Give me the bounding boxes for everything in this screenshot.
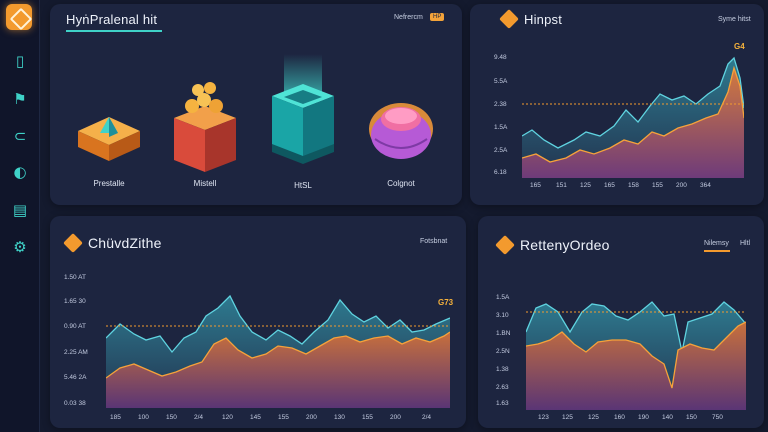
file-icon[interactable]: ▤ — [12, 201, 28, 219]
x-tick: 151 — [556, 182, 567, 189]
tag-underline — [704, 250, 730, 252]
panel-tag[interactable]: Nilemsy — [704, 240, 729, 247]
chart-panel-main: ChüvdZithe Fotsbnat G73 1.50 AT 1.65 30 … — [50, 216, 466, 428]
sidebar: ▯ ⚑ ⊂ ◐ ▤ ⚙ — [0, 0, 40, 432]
x-tick: 155 — [652, 182, 663, 189]
area-chart[interactable] — [106, 288, 450, 408]
x-tick: 140 — [662, 414, 673, 421]
peak-label: G73 — [438, 298, 454, 307]
x-tick: 123 — [538, 414, 549, 421]
x-tick: 125 — [588, 414, 599, 421]
y-tick: 3.10 — [496, 312, 509, 319]
y-tick: 2.5A — [494, 147, 508, 154]
area-chart[interactable] — [526, 292, 746, 410]
area-chart[interactable] — [522, 48, 744, 178]
panel-badge[interactable]: HP — [430, 13, 445, 21]
product-card[interactable]: HtSL — [268, 54, 338, 199]
globe-icon[interactable]: ◐ — [13, 163, 27, 181]
cube-icon — [63, 233, 83, 253]
x-tick: 200 — [390, 414, 401, 421]
x-tick: 130 — [334, 414, 345, 421]
panel-title: RettenyOrdeo — [520, 237, 610, 253]
x-tick: 2/4 — [194, 414, 204, 421]
x-tick: 145 — [250, 414, 261, 421]
y-tick: 6.18 — [494, 169, 507, 176]
panel-title: Hinpst — [524, 12, 563, 27]
y-tick: 1.63 — [496, 400, 509, 407]
y-tick: 5.46 2A — [64, 374, 87, 381]
x-tick: 158 — [628, 182, 639, 189]
x-tick: 185 — [110, 414, 121, 421]
y-tick: 1.5A — [496, 294, 510, 301]
y-tick: 1.50 AT — [64, 274, 86, 281]
x-tick: 155 — [362, 414, 373, 421]
panel-title: HyṅPralenal hit — [66, 12, 158, 27]
y-tick: 0.90 AT — [64, 323, 86, 330]
y-tick: 1.BN — [496, 330, 511, 337]
x-tick: 120 — [222, 414, 233, 421]
product-card[interactable]: Mistell — [170, 76, 240, 199]
cube-icon — [495, 235, 515, 255]
y-tick: 5.5A — [494, 78, 508, 85]
document-icon[interactable]: ▯ — [15, 52, 25, 70]
x-tick: 364 — [700, 182, 711, 189]
x-tick: 190 — [638, 414, 649, 421]
chart-panel-hinpst: Hinpst Syme hitst G4 9.48 5.5A 2.38 1.5A… — [470, 4, 764, 205]
x-tick: 200 — [306, 414, 317, 421]
y-tick: 1.38 — [496, 366, 509, 373]
x-tick: 150 — [166, 414, 177, 421]
coin-box-icon — [174, 82, 236, 172]
y-tick: 2.63 — [496, 384, 509, 391]
x-tick: 2/4 — [422, 414, 432, 421]
y-tick: 1.5A — [494, 124, 508, 131]
product-label: HtSL — [294, 181, 312, 190]
panel-tag: Syme hitst — [718, 16, 751, 23]
peak-label: G4 — [734, 42, 745, 51]
lightbulb-icon — [499, 9, 519, 29]
x-tick: 155 — [278, 414, 289, 421]
products-panel: HyṅPralenal hit Nefrercm HP Prestalle Mi… — [50, 4, 462, 205]
product-label: Mistell — [193, 179, 217, 188]
product-card[interactable]: Colgnot — [366, 89, 436, 199]
title-underline — [66, 30, 162, 32]
x-tick: 165 — [530, 182, 541, 189]
y-tick: 2.5N — [496, 348, 510, 355]
x-tick: 750 — [712, 414, 723, 421]
glowing-cube-icon — [272, 54, 334, 164]
y-tick: 2.25 AM — [64, 349, 88, 356]
x-tick: 150 — [686, 414, 697, 421]
cube-logo-icon[interactable] — [6, 4, 32, 30]
y-tick: 0.03 38 — [64, 400, 86, 407]
y-tick: 9.48 — [494, 54, 507, 61]
x-tick: 125 — [580, 182, 591, 189]
product-card[interactable]: Prestalle — [74, 99, 144, 199]
x-tick: 160 — [614, 414, 625, 421]
flag-icon[interactable]: ⚑ — [13, 90, 27, 108]
panel-tag: Fotsbnat — [420, 238, 448, 245]
panel-tag: Nefrercm — [394, 14, 423, 21]
x-tick: 125 — [562, 414, 573, 421]
x-tick: 100 — [138, 414, 149, 421]
x-tick: 165 — [604, 182, 615, 189]
chart-panel-retention: RettenyOrdeo Nilemsy Hltl 1.5A 3.10 1.BN… — [478, 216, 764, 428]
y-tick: 1.65 30 — [64, 298, 86, 305]
panel-title: ChüvdZithe — [88, 235, 162, 251]
panel-tag-secondary[interactable]: Hltl — [740, 240, 751, 247]
x-tick: 200 — [676, 182, 687, 189]
product-label: Colgnot — [387, 179, 415, 188]
link-icon[interactable]: ⊂ — [13, 127, 27, 145]
y-tick: 2.38 — [494, 101, 507, 108]
settings-icon[interactable]: ⚙ — [13, 238, 27, 256]
product-label: Prestalle — [93, 179, 125, 188]
dome-icon — [369, 103, 433, 159]
pyramid-box-icon — [78, 117, 140, 161]
